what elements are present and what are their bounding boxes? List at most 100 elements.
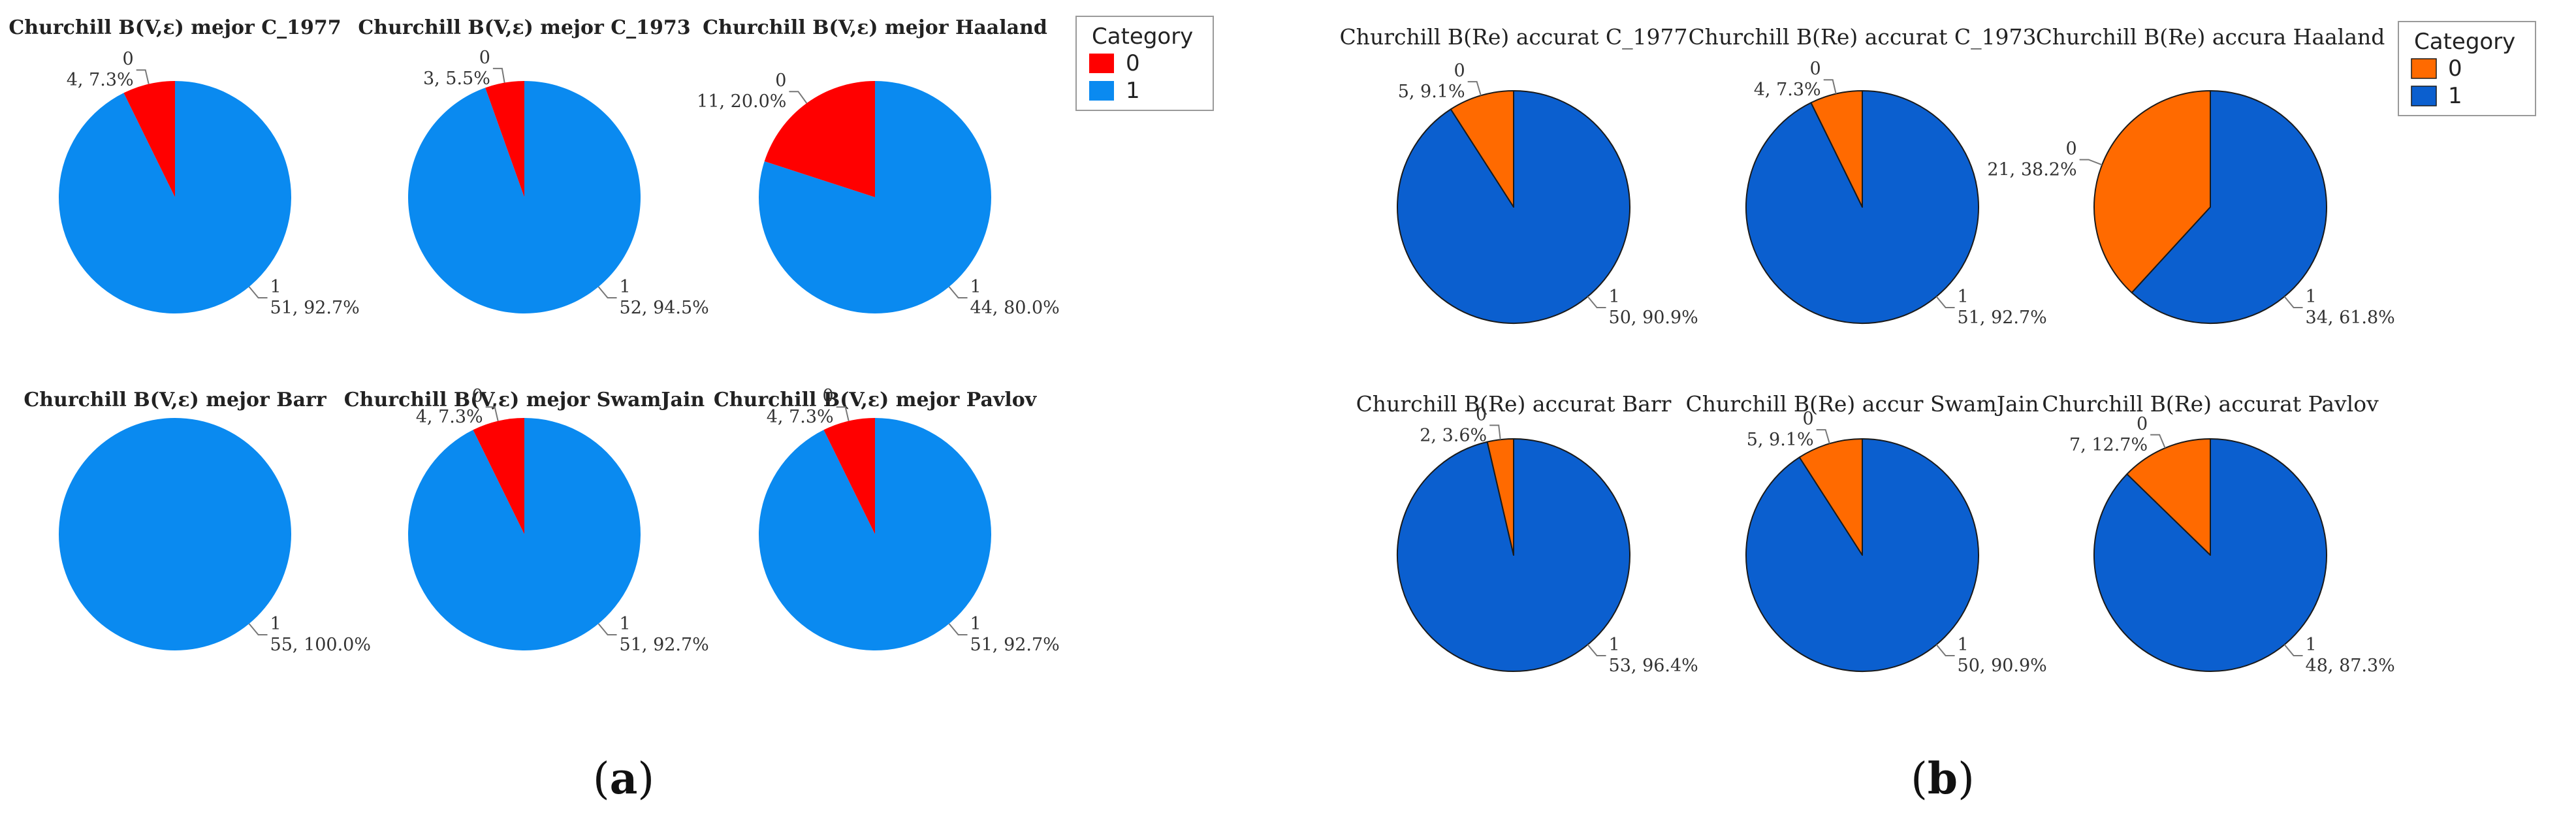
slice-value-label-1: 34, 61.8%	[2306, 308, 2395, 328]
slice-value-label-0: 4, 7.3%	[767, 407, 834, 427]
leader-line-0	[836, 406, 850, 421]
pie-chart-a-3: Churchill B(V,ε) mejor Barr 155, 100.0%	[24, 389, 371, 655]
slice-category-label-1: 1	[620, 614, 631, 634]
leader-line-0	[485, 406, 499, 421]
slice-value-label-0: 4, 7.3%	[1754, 80, 1821, 100]
slice-value-label-1: 48, 87.3%	[2306, 656, 2395, 676]
slice-category-label-0: 0	[2137, 414, 2148, 434]
pie-slice-0	[764, 81, 875, 197]
pie-slice-1	[759, 418, 992, 651]
leader-line-1	[597, 286, 617, 299]
pie-slice-0	[1450, 90, 1514, 208]
pie-slice-1	[1745, 438, 1979, 672]
pie-slice-0	[1798, 438, 1863, 556]
pie-title: Churchill B(Re) accurat Barr	[1356, 391, 1672, 417]
slice-category-label-1: 1	[2306, 287, 2317, 307]
slice-value-label-1: 52, 94.5%	[620, 298, 709, 318]
slice-category-label-0: 0	[479, 48, 490, 68]
pie-title: Churchill B(V,ε) mejor SwamJain	[344, 389, 705, 411]
pie-slice-0	[2126, 438, 2211, 556]
legend-swatch-a-1	[1089, 81, 1114, 101]
slice-category-label-1: 1	[2306, 635, 2317, 655]
leader-line-1	[2283, 296, 2303, 309]
pie-slice-1	[1397, 90, 1630, 324]
leader-line-1	[597, 623, 617, 636]
panel-label-b: (b)	[1911, 753, 1975, 804]
leader-line-1	[2283, 644, 2303, 657]
slice-value-label-0: 21, 38.2%	[1987, 159, 2076, 180]
slice-value-label-0: 5, 9.1%	[1398, 82, 1465, 102]
panel-label-b-open: (	[1911, 754, 1928, 804]
legend-panel-a: Category 0 1	[1075, 16, 1214, 111]
leader-line-0	[1823, 79, 1837, 94]
pie-chart-a-2: Churchill B(V,ε) mejor Haaland 011, 20.0%…	[697, 16, 1060, 318]
pie-chart-a-1: Churchill B(V,ε) mejor C_1973 03, 5.5% 152…	[358, 16, 708, 318]
legend-label-a-1: 1	[1126, 78, 1140, 104]
legend-swatch-a-0	[1089, 54, 1114, 73]
panel-label-a-open: (	[593, 754, 610, 804]
leader-line-0	[136, 69, 150, 84]
pie-title: Churchill B(V,ε) mejor Barr	[24, 389, 326, 411]
legend-swatch-b-1	[2411, 86, 2437, 106]
panel-label-a-close: )	[637, 754, 654, 804]
pie-chart-b-8: Churchill B(Re) accura Haaland 021, 38.2%…	[1987, 24, 2395, 328]
legend-label-a-0: 0	[1126, 50, 1140, 76]
pie-title: Churchill B(V,ε) mejor C_1977	[8, 16, 341, 39]
slice-category-label-0: 0	[1802, 409, 1813, 429]
panel-label-b-close: )	[1958, 754, 1975, 804]
slice-category-label-1: 1	[1958, 287, 1969, 307]
leader-line-1	[248, 623, 268, 636]
leader-line-1	[948, 623, 968, 636]
slice-value-label-0: 3, 5.5%	[423, 69, 490, 89]
leader-line-0	[492, 67, 505, 83]
pie-title: Churchill B(Re) accurat C_1977	[1339, 24, 1687, 50]
legend-title-a: Category	[1092, 24, 1193, 50]
pie-title: Churchill B(Re) accura Haaland	[2036, 24, 2385, 50]
slice-value-label-0: 4, 7.3%	[416, 407, 483, 427]
slice-value-label-1: 51, 92.7%	[970, 635, 1060, 655]
leader-line-1	[1587, 296, 1606, 309]
slice-category-label-1: 1	[970, 614, 981, 634]
panel-label-a: (a)	[593, 753, 654, 804]
leader-line-0	[1489, 424, 1501, 440]
pie-slice-0	[473, 418, 524, 534]
pie-slice-1	[59, 418, 291, 650]
pie-slice-0	[2093, 90, 2211, 294]
pie-title: Churchill B(Re) accur SwamJain	[1686, 391, 2039, 417]
slice-value-label-0: 5, 9.1%	[1747, 430, 1814, 450]
pie-title: Churchill B(V,ε) mejor C_1973	[358, 16, 690, 39]
panel-label-b-letter: b	[1928, 753, 1958, 804]
pie-title: Churchill B(Re) accurat Pavlov	[2042, 391, 2379, 417]
panel-label-a-letter: a	[610, 753, 638, 804]
pie-slice-1	[2131, 90, 2327, 324]
legend-label-b-0: 0	[2448, 56, 2462, 82]
slice-category-label-0: 0	[823, 386, 834, 406]
slice-value-label-1: 50, 90.9%	[1609, 308, 1698, 328]
slice-value-label-1: 51, 92.7%	[270, 298, 360, 318]
pie-title: Churchill B(V,ε) mejor Pavlov	[714, 389, 1038, 411]
slice-category-label-0: 0	[1476, 404, 1487, 424]
slice-value-label-0: 11, 20.0%	[697, 91, 786, 112]
leader-line-1	[1935, 296, 1955, 309]
leader-line-1	[1935, 644, 1955, 657]
pie-chart-b-6: Churchill B(Re) accurat C_1977 05, 9.1% 15…	[1339, 24, 1698, 328]
leader-line-0	[2150, 434, 2166, 449]
slice-value-label-0: 2, 3.6%	[1420, 425, 1487, 445]
slice-category-label-1: 1	[620, 277, 631, 297]
slice-category-label-1: 1	[1609, 287, 1620, 307]
leader-line-0	[2079, 159, 2103, 166]
slice-value-label-1: 53, 96.4%	[1609, 656, 1698, 676]
slice-category-label-1: 1	[970, 277, 981, 297]
slice-category-label-1: 1	[270, 614, 281, 634]
slice-category-label-0: 0	[123, 49, 134, 69]
legend-title-b: Category	[2414, 29, 2515, 55]
pie-chart-a-0: Churchill B(V,ε) mejor C_1977 04, 7.3% 151…	[8, 16, 359, 318]
slice-value-label-1: 51, 92.7%	[1958, 308, 2047, 328]
slice-category-label-0: 0	[775, 71, 786, 91]
